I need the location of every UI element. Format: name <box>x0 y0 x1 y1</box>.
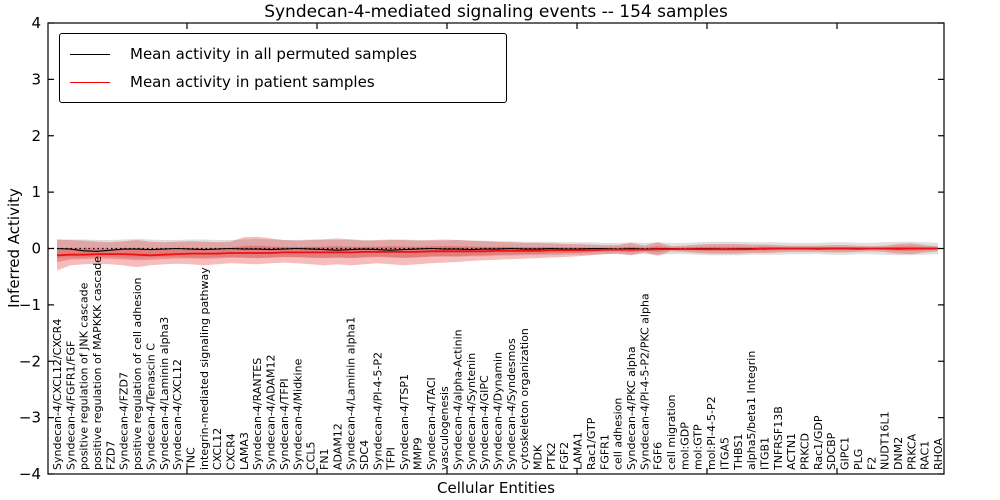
x-tick-label: FN1 <box>318 448 331 470</box>
x-tick-label: mol:GDP <box>678 422 691 470</box>
x-tick-label: CXCR4 <box>225 433 238 470</box>
x-tick-label: Syndecan-4/FZD7 <box>118 372 131 470</box>
y-tick-label: −3 <box>19 409 41 427</box>
x-tick-label: TNC <box>184 447 197 471</box>
x-tick-label: integrin-mediated signaling pathway <box>198 267 211 470</box>
x-axis-label: Cellular Entities <box>437 479 555 497</box>
x-tick-label: Syndecan-4/Syndesmos <box>505 338 518 470</box>
y-tick-label: 2 <box>31 127 41 145</box>
x-tick-label: Syndecan-4/PI-4-5-P2/PKC alpha <box>638 293 651 470</box>
x-tick-label: PTK2 <box>545 442 558 470</box>
x-tick-label: vasculogenesis <box>438 386 451 470</box>
y-tick-label: 3 <box>31 70 41 88</box>
x-tick-label: TNFRSF13B <box>772 406 785 471</box>
y-tick-label: −2 <box>19 352 41 370</box>
legend-item-patient: Mean activity in patient samples <box>70 68 506 96</box>
x-tick-label: MDK <box>532 444 545 470</box>
x-tick-label: ACTN1 <box>785 433 798 470</box>
x-tick-label: Syndecan-4/RANTES <box>251 358 264 470</box>
x-tick-label: FZD7 <box>104 441 117 470</box>
x-tick-label: Syndecan-4/FGFR1/FGF <box>64 341 77 470</box>
x-tick-label: positive regulation of cell adhesion <box>131 277 144 470</box>
x-tick-label: cytoskeleton organization <box>518 328 531 470</box>
x-tick-label: mol:PI-4-5-P2 <box>705 396 718 470</box>
y-axis-label: Inferred Activity <box>5 188 23 308</box>
x-tick-label: DNM2 <box>892 437 905 470</box>
x-tick-label: RHOA <box>932 438 945 470</box>
x-tick-label: CXCL12 <box>211 428 224 470</box>
x-tick-label: ADAM12 <box>331 423 344 470</box>
x-tick-label: alpha5/beta1 Integrin <box>745 351 758 470</box>
x-tick-label: Syndecan-4/GIPC <box>478 375 491 470</box>
x-tick-label: TFPI <box>385 447 398 471</box>
x-tick-label: Syndecan-4/PKC alpha <box>625 346 638 470</box>
x-tick-label: Syndecan-4/TACI <box>425 377 438 470</box>
patient-band-outer <box>57 236 938 271</box>
x-tick-label: Syndecan-4/CXCL12/CXCR4 <box>51 319 64 470</box>
x-tick-label: LAMA1 <box>572 432 585 470</box>
x-tick-label: mol:GTP <box>692 424 705 470</box>
x-tick-label: positive regulation of JNK cascade <box>78 282 91 470</box>
x-tick-label: GIPC1 <box>839 437 852 470</box>
x-tick-label: MMP9 <box>411 437 424 470</box>
x-tick-label: SDCBP <box>825 432 838 470</box>
y-tick-label: 0 <box>31 240 41 258</box>
x-tick-label: ITGB1 <box>758 437 771 470</box>
x-tick-label: positive regulation of MAPKKK cascade <box>91 256 104 470</box>
x-tick-label: Syndecan-4/CXCL12 <box>171 359 184 470</box>
x-tick-label: PRKCA <box>905 433 918 470</box>
x-tick-label: Syndecan-4/alpha-Actinin <box>451 329 464 470</box>
x-tick-label: Syndecan-4/PI-4-5-P2 <box>371 352 384 470</box>
y-tick-label: 1 <box>31 183 41 201</box>
x-tick-label: Syndecan-4/Syntenin <box>465 353 478 470</box>
y-tick-label: −1 <box>19 296 41 314</box>
x-tick-label: Syndecan-4/Laminin alpha1 <box>345 317 358 470</box>
x-tick-label: FGF2 <box>558 442 571 470</box>
x-tick-label: Syndecan-4/TFPI <box>278 378 291 470</box>
x-tick-label: Rac1/GTP <box>585 417 598 470</box>
x-tick-label: Rac1/GDP <box>812 415 825 470</box>
x-tick-label: LAMA3 <box>238 432 251 470</box>
patient-line-swatch <box>70 81 110 83</box>
chart-title: Syndecan-4-mediated signaling events -- … <box>264 2 728 22</box>
patient-mean-line <box>56 247 938 257</box>
legend-item-permuted: Mean activity in all permuted samples <box>70 40 506 68</box>
legend-label-permuted: Mean activity in all permuted samples <box>130 45 417 63</box>
x-tick-label: CCL5 <box>305 442 318 471</box>
x-tick-label: FGF6 <box>652 442 665 470</box>
x-tick-label: NUDT16L1 <box>879 411 892 470</box>
x-tick-label: Syndecan-4/Dynamin <box>492 352 505 470</box>
x-tick-label: Syndecan-4/TSP1 <box>398 374 411 470</box>
legend-label-patient: Mean activity in patient samples <box>130 73 375 91</box>
x-tick-label: THBS1 <box>732 434 745 471</box>
y-tick-label: −4 <box>19 465 41 483</box>
x-tick-label: PRKCD <box>799 433 812 470</box>
x-tick-label: F2 <box>865 457 878 470</box>
y-tick-label: 4 <box>31 14 41 32</box>
x-tick-label: Syndecan-4/ADAM12 <box>265 355 278 470</box>
x-tick-label: RAC1 <box>919 441 932 470</box>
x-tick-label: SDC4 <box>358 440 371 470</box>
permuted-line-swatch <box>70 53 110 55</box>
x-tick-label: cell adhesion <box>612 398 625 470</box>
x-tick-label: Syndecan-4/Midkine <box>291 358 304 470</box>
x-tick-label: cell migration <box>665 394 678 470</box>
legend: Mean activity in all permuted samples Me… <box>59 33 507 103</box>
x-tick-label: ITGA5 <box>718 437 731 470</box>
x-tick-label: Syndecan-4/Tenascin C <box>144 343 157 470</box>
x-tick-label: PLG <box>852 449 865 470</box>
x-tick-label: FGFR1 <box>598 434 611 470</box>
x-tick-label: Syndecan-4/Laminin alpha3 <box>158 317 171 470</box>
